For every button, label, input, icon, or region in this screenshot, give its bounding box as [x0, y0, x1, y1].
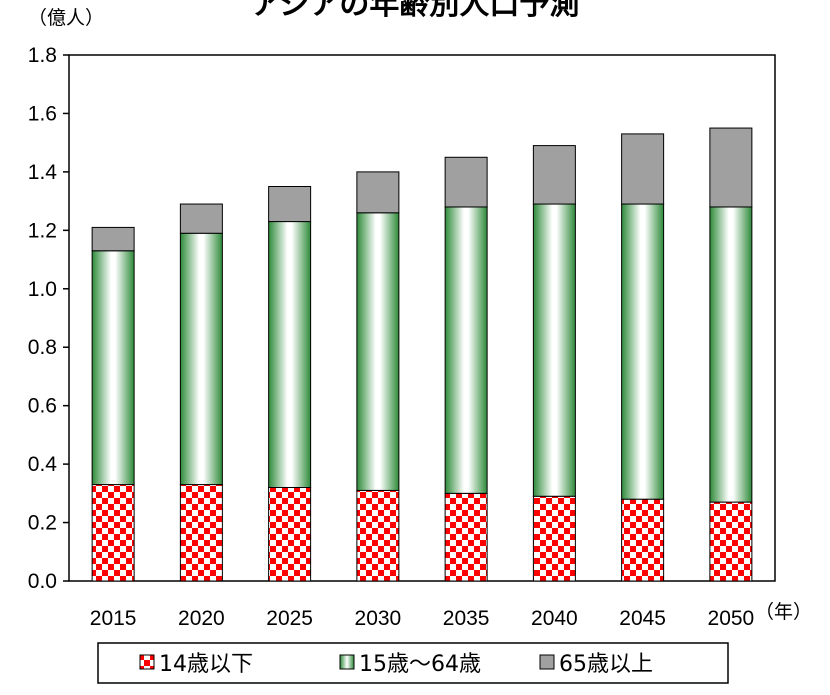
bar-2015-series-3: [91, 226, 135, 252]
bar-2050-series-3: [709, 127, 753, 208]
x-tick-label: 2040: [531, 607, 578, 630]
bar-2030-series-1: [356, 489, 400, 582]
bar-2035-series-1: [444, 492, 488, 582]
x-tick-label: 2015: [90, 607, 137, 630]
bar-2035-series-3: [444, 156, 488, 208]
x-axis: 2015 2020 2025 2030 2035 2040 2045 2050: [90, 607, 754, 630]
bar-2040-series-2: [532, 203, 576, 497]
legend-swatch-2: [339, 654, 355, 670]
x-tick-label: 2030: [355, 607, 402, 630]
x-tick-label: 2045: [619, 607, 666, 630]
bar-2020-series-3: [179, 203, 223, 234]
legend-label-3: 65歳以上: [559, 652, 653, 677]
legend-box: [97, 642, 729, 684]
bar-2045-series-3: [621, 133, 665, 205]
bar-2045-series-2: [621, 203, 665, 500]
x-axis-unit: （年）: [755, 601, 812, 623]
bar-2025-series-3: [268, 186, 312, 223]
x-tick-label: 2020: [178, 607, 225, 630]
bar-2035-series-2: [444, 206, 488, 494]
x-tick-label: 2035: [443, 607, 490, 630]
legend-label-1: 14歳以下: [159, 652, 253, 677]
chart-title: アジアの年齢別人口予測: [251, 0, 580, 22]
bar-2015-series-2: [91, 250, 135, 486]
bar-2030-series-2: [356, 212, 400, 491]
bar-2050-series-1: [709, 501, 753, 582]
y-axis: 0.0 0.2 0.4 0.6 0.8 1.0 1.2 1.4 1.6 1.8: [28, 44, 69, 593]
bar-2050-series-2: [709, 206, 753, 503]
bar-2020-series-2: [179, 232, 223, 486]
bar-2045-series-1: [621, 498, 665, 582]
y-tick-label: 0.0: [28, 570, 57, 593]
legend: 14歳以下 15歳～64歳 65歳以上: [97, 642, 729, 684]
y-tick-label: 1.8: [28, 44, 57, 67]
y-tick-label: 0.4: [28, 453, 58, 476]
y-tick-label: 0.2: [28, 512, 57, 535]
bar-2020-series-1: [179, 484, 223, 582]
bar-2025-series-1: [268, 486, 312, 582]
bar-2025-series-2: [268, 221, 312, 488]
y-tick-label: 0.8: [28, 336, 57, 359]
y-tick-label: 1.2: [28, 219, 57, 242]
plot-area: [68, 54, 776, 582]
bars: [91, 127, 753, 582]
y-tick-label: 1.6: [28, 102, 57, 125]
x-tick-label: 2050: [708, 607, 755, 630]
y-tick-label: 1.0: [28, 278, 57, 301]
legend-swatch-1: [139, 654, 155, 670]
bar-2015-series-1: [91, 484, 135, 582]
bar-2040-series-3: [532, 145, 576, 205]
bar-2030-series-3: [356, 171, 400, 214]
y-tick-label: 1.4: [28, 161, 58, 184]
legend-label-2: 15歳～64歳: [359, 652, 481, 677]
x-tick-label: 2025: [266, 607, 313, 630]
y-tick-label: 0.6: [28, 395, 57, 418]
legend-swatch-3: [539, 654, 555, 670]
y-axis-unit: （億人）: [28, 7, 104, 29]
bar-2040-series-1: [532, 495, 576, 582]
